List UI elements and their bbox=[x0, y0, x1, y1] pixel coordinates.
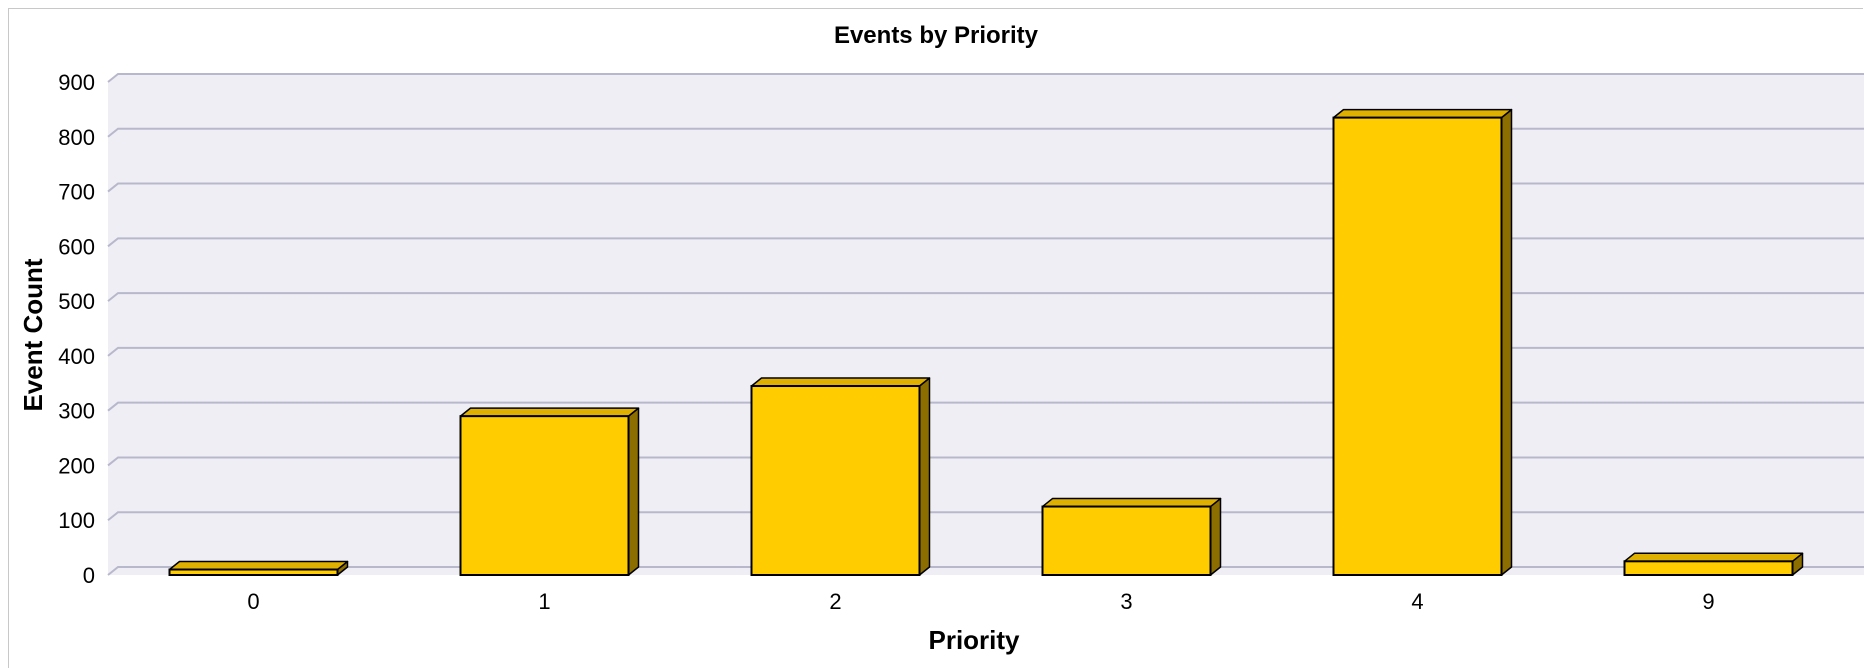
bar-top bbox=[1041, 497, 1222, 508]
chart-title: Events by Priority bbox=[834, 22, 1039, 49]
x-tick-label: 2 bbox=[829, 589, 841, 614]
bar-side bbox=[918, 377, 931, 576]
bar bbox=[750, 385, 921, 576]
bar-top bbox=[168, 560, 349, 571]
y-tick-label: 600 bbox=[58, 234, 95, 259]
bar bbox=[1041, 505, 1212, 576]
x-axis-title: Priority bbox=[928, 625, 1020, 655]
y-tick-label: 0 bbox=[83, 563, 95, 588]
gridline bbox=[107, 73, 1864, 83]
y-tick-label: 900 bbox=[58, 70, 95, 95]
y-tick-label: 400 bbox=[58, 344, 95, 369]
x-tick-label: 4 bbox=[1411, 589, 1423, 614]
gridline bbox=[107, 566, 1864, 576]
y-tick-label: 100 bbox=[58, 508, 95, 533]
x-tick-label: 3 bbox=[1120, 589, 1132, 614]
plot-background bbox=[108, 74, 1864, 575]
bar-side bbox=[1500, 108, 1513, 576]
plot-area: 0 100 200 300 400 500 600 700 800 900 0 1 2 3 4 9 bbox=[58, 70, 1864, 614]
gridline bbox=[107, 401, 1864, 412]
bar-top bbox=[1332, 108, 1513, 119]
bar bbox=[1332, 116, 1503, 576]
y-tick-label: 500 bbox=[58, 289, 95, 314]
gridline bbox=[107, 456, 1864, 467]
gridline bbox=[107, 182, 1864, 193]
gridline bbox=[107, 511, 1864, 522]
gridline bbox=[107, 127, 1864, 138]
bar-top bbox=[459, 407, 640, 417]
y-tick-label: 300 bbox=[58, 399, 95, 424]
y-tick-label: 200 bbox=[58, 453, 95, 478]
bar bbox=[168, 568, 339, 576]
gridline bbox=[107, 346, 1864, 357]
bar bbox=[459, 415, 630, 576]
x-tick-label: 0 bbox=[247, 589, 259, 614]
bar bbox=[1623, 560, 1794, 576]
bar-side bbox=[1209, 497, 1222, 576]
chart-frame bbox=[8, 8, 1863, 668]
y-axis-title: Event Count bbox=[18, 258, 48, 411]
gridline bbox=[107, 237, 1864, 248]
y-tick-label: 800 bbox=[58, 125, 95, 150]
bar-top bbox=[750, 377, 931, 387]
x-tick-label: 9 bbox=[1702, 589, 1714, 614]
bar-top bbox=[1623, 552, 1804, 563]
bar-side bbox=[627, 407, 640, 576]
x-tick-label: 1 bbox=[538, 589, 550, 614]
y-tick-label: 700 bbox=[58, 180, 95, 205]
gridline bbox=[107, 292, 1864, 302]
